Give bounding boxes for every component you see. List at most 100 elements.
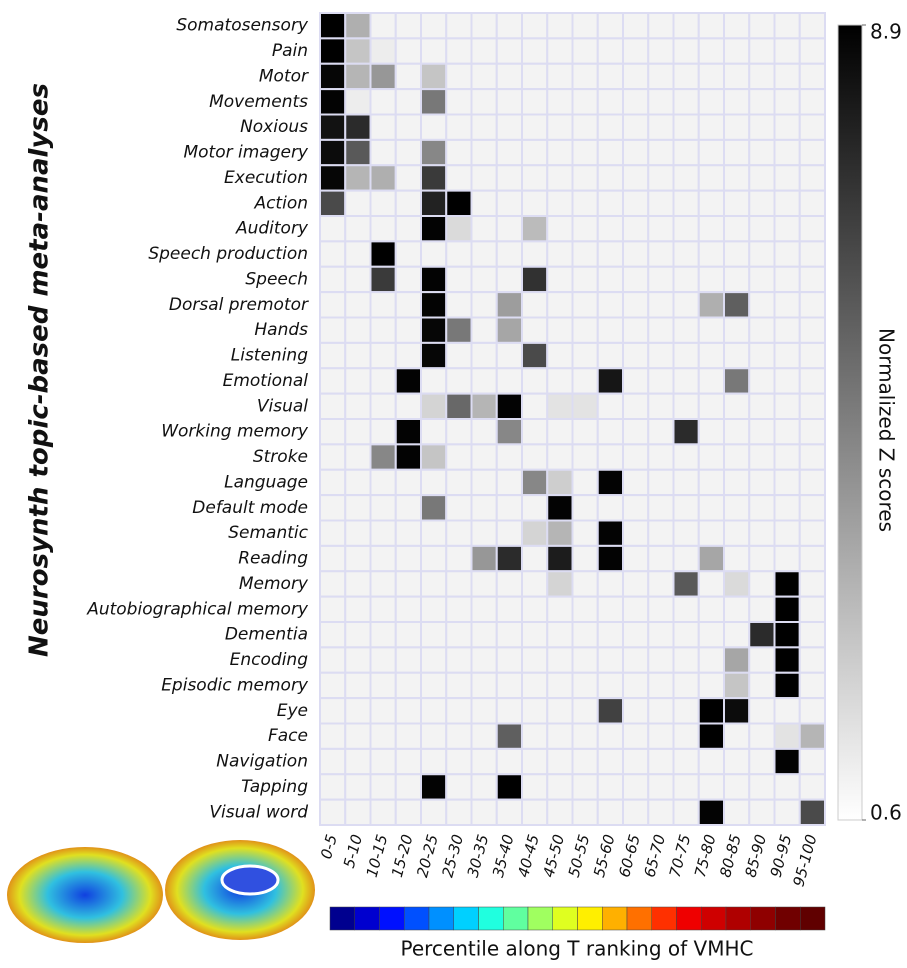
cell <box>648 800 673 825</box>
cell <box>345 64 370 89</box>
cell <box>320 140 345 165</box>
cell <box>396 140 421 165</box>
cell <box>623 622 648 647</box>
cell <box>472 597 497 622</box>
cell <box>472 470 497 495</box>
cell <box>547 191 572 216</box>
cell <box>522 64 547 89</box>
cell <box>345 774 370 799</box>
cell <box>345 622 370 647</box>
row-label: Stroke <box>253 447 308 467</box>
cell <box>345 571 370 596</box>
cell <box>497 216 522 241</box>
cell <box>396 216 421 241</box>
cell <box>497 571 522 596</box>
cell <box>396 647 421 672</box>
cell <box>421 267 446 292</box>
cell <box>775 394 800 419</box>
cell <box>648 521 673 546</box>
cell <box>598 419 623 444</box>
cell <box>320 368 345 393</box>
cell <box>623 495 648 520</box>
cell <box>497 521 522 546</box>
cell <box>497 89 522 114</box>
cell <box>674 597 699 622</box>
cell <box>598 394 623 419</box>
cell <box>396 495 421 520</box>
cell <box>674 749 699 774</box>
cell <box>345 216 370 241</box>
cell <box>446 470 471 495</box>
cell <box>674 89 699 114</box>
cell <box>800 191 825 216</box>
cell <box>421 241 446 266</box>
cell <box>446 724 471 749</box>
cell <box>573 495 598 520</box>
cell <box>573 241 598 266</box>
cell <box>699 724 724 749</box>
cell <box>472 800 497 825</box>
cell <box>749 140 774 165</box>
cell <box>775 749 800 774</box>
cell <box>396 38 421 63</box>
cell <box>345 394 370 419</box>
cell <box>497 241 522 266</box>
cell <box>345 165 370 190</box>
cell <box>345 470 370 495</box>
cell <box>371 140 396 165</box>
cell <box>497 673 522 698</box>
colorbar-swatch <box>800 907 825 930</box>
column-label: 15-20 <box>388 833 417 880</box>
cell <box>724 470 749 495</box>
cell <box>674 546 699 571</box>
cell <box>371 495 396 520</box>
cell <box>547 419 572 444</box>
cell <box>598 546 623 571</box>
cell <box>749 521 774 546</box>
cell <box>371 597 396 622</box>
cell <box>648 343 673 368</box>
cell <box>396 444 421 469</box>
row-label: Eye <box>277 701 308 721</box>
cell <box>573 749 598 774</box>
cell <box>472 343 497 368</box>
cell <box>623 698 648 723</box>
cell <box>623 165 648 190</box>
cell <box>573 38 598 63</box>
cell <box>800 647 825 672</box>
cell <box>648 191 673 216</box>
cell <box>800 749 825 774</box>
cell <box>396 267 421 292</box>
cell <box>598 13 623 38</box>
cell <box>497 368 522 393</box>
cell <box>800 622 825 647</box>
cell <box>623 774 648 799</box>
cell <box>371 165 396 190</box>
cell <box>522 673 547 698</box>
cell <box>648 419 673 444</box>
colorbar-swatch <box>330 907 355 930</box>
colorbar-swatch <box>404 907 429 930</box>
column-label: 20-25 <box>413 833 442 880</box>
cell <box>699 38 724 63</box>
cell <box>446 318 471 343</box>
cell <box>749 470 774 495</box>
cell <box>623 191 648 216</box>
cell <box>648 89 673 114</box>
cell <box>724 724 749 749</box>
cell <box>421 647 446 672</box>
cell <box>497 191 522 216</box>
cell <box>598 191 623 216</box>
cell <box>648 394 673 419</box>
cell <box>598 724 623 749</box>
cell <box>320 191 345 216</box>
cell <box>800 698 825 723</box>
cell <box>724 140 749 165</box>
cell <box>724 89 749 114</box>
cell <box>775 165 800 190</box>
cell <box>775 115 800 140</box>
cell <box>699 749 724 774</box>
cell <box>446 444 471 469</box>
cell <box>749 13 774 38</box>
cell <box>573 673 598 698</box>
